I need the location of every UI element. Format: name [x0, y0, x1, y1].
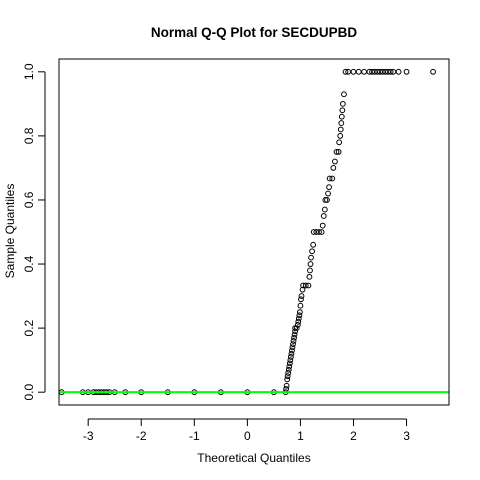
data-point: [283, 382, 290, 389]
data-point: [292, 328, 299, 335]
data-point: [385, 68, 391, 75]
data-point: [345, 68, 352, 75]
data-point: [361, 68, 368, 75]
data-point: [296, 312, 303, 319]
y-tick-label: 0.0: [22, 384, 36, 401]
data-point: [300, 282, 306, 289]
data-point: [329, 175, 336, 182]
data-point: [326, 175, 333, 182]
chart-title: Normal Q-Q Plot for SECDUPBD: [151, 25, 358, 40]
y-axis-label: Sample Quantiles: [3, 184, 17, 279]
data-point: [285, 366, 292, 373]
data-point: [374, 68, 381, 75]
data-point: [321, 206, 328, 213]
data-point: [285, 370, 292, 376]
data-point: [305, 282, 312, 289]
data-point: [288, 350, 295, 357]
data-point: [387, 68, 394, 75]
points-layer: [58, 68, 436, 396]
data-point: [341, 91, 347, 98]
data-point: [294, 322, 301, 328]
data-point: [286, 363, 293, 370]
data-point: [337, 132, 344, 139]
y-axis: 0.0 0.2 0.4 0.6 0.8 1.0: [22, 63, 46, 401]
data-point: [430, 68, 436, 75]
data-point: [297, 309, 303, 315]
data-point: [350, 68, 357, 75]
data-point: [310, 229, 317, 235]
y-tick-label: 0.8: [22, 127, 36, 144]
data-point: [325, 190, 331, 197]
data-point: [333, 149, 340, 155]
y-tick-label: 0.4: [22, 255, 36, 272]
data-point: [290, 341, 296, 348]
data-point: [290, 338, 297, 344]
data-point: [316, 229, 322, 235]
data-point: [337, 126, 344, 133]
x-tick-label: -2: [136, 429, 147, 443]
data-point: [382, 68, 389, 75]
x-tick-label: -1: [189, 429, 200, 443]
x-tick-label: -3: [83, 429, 94, 443]
data-point: [284, 373, 291, 380]
data-point: [286, 360, 293, 367]
data-point: [289, 347, 295, 354]
data-point: [307, 267, 313, 274]
data-point: [379, 68, 386, 75]
data-point: [335, 149, 342, 155]
data-point: [287, 357, 294, 364]
data-point: [310, 241, 317, 248]
data-point: [307, 261, 314, 267]
data-point: [330, 165, 337, 171]
data-point: [319, 222, 326, 229]
data-point: [302, 282, 309, 289]
data-point: [369, 68, 375, 75]
data-point: [291, 334, 297, 341]
data-point: [332, 158, 338, 165]
data-point: [395, 68, 402, 75]
data-point: [371, 68, 378, 75]
data-point: [284, 376, 291, 383]
data-point: [377, 68, 383, 75]
data-point: [299, 286, 306, 293]
data-point: [355, 68, 362, 75]
x-tick-label: 2: [350, 429, 357, 443]
data-point: [289, 344, 296, 351]
data-point: [291, 331, 298, 338]
plot-box: [58, 58, 450, 406]
data-point: [338, 113, 345, 120]
y-tick-label: 0.6: [22, 191, 36, 208]
x-axis-label: Theoretical Quantiles: [197, 451, 310, 465]
data-point: [338, 120, 345, 126]
data-point: [342, 68, 349, 75]
data-point: [309, 248, 316, 255]
data-point: [320, 213, 327, 219]
x-tick-label: 3: [403, 429, 410, 443]
x-axis: -3 -2 -1 0 1 2 3: [83, 418, 410, 443]
data-point: [336, 139, 343, 146]
data-point: [295, 318, 302, 325]
x-tick-label: 1: [297, 429, 304, 443]
x-tick-label: 0: [244, 429, 251, 443]
data-point: [324, 197, 330, 203]
data-point: [318, 229, 325, 235]
data-point: [298, 296, 304, 303]
data-point: [326, 184, 332, 191]
data-point: [306, 273, 313, 280]
data-point: [287, 354, 294, 360]
data-point: [293, 325, 300, 332]
y-tick-label: 1.0: [22, 63, 36, 80]
data-point: [297, 302, 304, 309]
data-point: [403, 68, 410, 75]
y-tick-label: 0.2: [22, 319, 36, 336]
data-point: [308, 254, 314, 261]
data-point: [339, 100, 346, 107]
data-point: [295, 315, 302, 322]
data-point: [298, 293, 305, 299]
data-point: [339, 107, 346, 114]
